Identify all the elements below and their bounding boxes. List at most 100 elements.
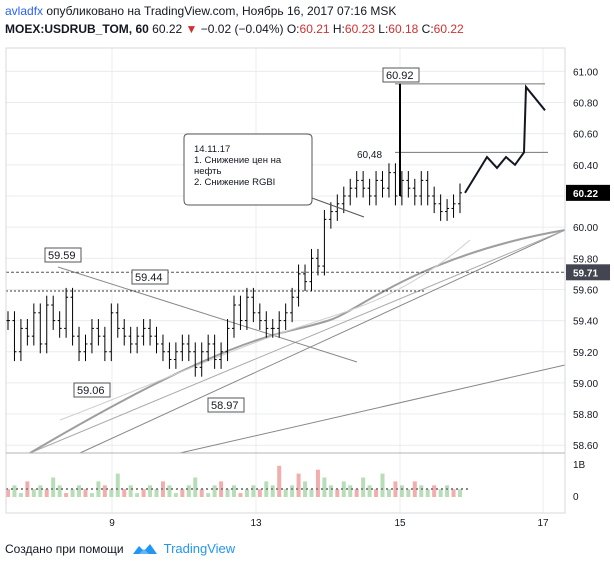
swing-high2-label-box xyxy=(131,269,169,285)
volume-bar xyxy=(315,469,320,497)
volume-bar xyxy=(148,485,153,497)
volume-bar xyxy=(83,489,88,497)
volume-bar xyxy=(206,493,211,497)
volume-bar xyxy=(367,485,372,497)
volume-bar xyxy=(251,485,256,497)
publish-info: опубликовано на TradingView.com, Ноябрь … xyxy=(46,4,397,18)
close-label: C: xyxy=(421,22,434,36)
publish-line: avladfx опубликовано на TradingView.com,… xyxy=(5,4,396,18)
y-tick-label: 60.00 xyxy=(573,223,598,234)
volume-bar xyxy=(406,489,411,497)
symbol-line: MOEX:USDRUB_TOM, 60 60.22 ▼ −0.02 (−0.04… xyxy=(5,22,464,36)
y-tick-label: 60.80 xyxy=(573,99,598,110)
volume-bar xyxy=(44,489,49,497)
volume-tick-label: 1B xyxy=(573,460,586,471)
volume-bar xyxy=(393,481,398,497)
volume-bar xyxy=(225,489,230,497)
author-link[interactable]: avladfx xyxy=(5,4,44,18)
note-line: 2. Снижение RGBI xyxy=(194,177,275,188)
volume-bar xyxy=(199,489,204,497)
volume-bar xyxy=(419,485,424,497)
swing-high-label-box xyxy=(44,247,82,263)
volume-bar xyxy=(283,489,288,497)
volume-bar xyxy=(232,485,236,497)
swing-low2-label: 58.97 xyxy=(211,400,239,412)
volume-bar xyxy=(31,489,36,497)
swing-high2-label: 59.44 xyxy=(135,272,163,284)
annotations: 60.22 59.71 60.92 59.59 59.44 59.06 58.97 60,48… xyxy=(44,67,610,413)
volume-tick-label: 0 xyxy=(573,492,579,503)
swing-high-label: 59.59 xyxy=(48,250,76,262)
volume-bar xyxy=(412,481,417,497)
trend-lines xyxy=(6,83,566,454)
volume-bar xyxy=(18,493,23,497)
volume-bar xyxy=(386,489,391,497)
volume-bar xyxy=(290,485,295,497)
tradingview-link[interactable]: TradingView xyxy=(163,541,236,556)
price-change: −0.02 (−0.04%) xyxy=(200,22,284,36)
volume-bar xyxy=(64,493,69,497)
y-tick-label: 61.00 xyxy=(573,67,598,78)
volume-bar xyxy=(322,477,327,497)
volume-bar xyxy=(122,489,127,497)
note-line: 1. Снижение цен на xyxy=(194,155,282,166)
note-callout xyxy=(183,133,313,206)
volume-bar xyxy=(277,465,282,497)
volume-bar xyxy=(57,485,62,497)
y-tick-label: 58.60 xyxy=(573,441,598,452)
x-tick-label: 17 xyxy=(537,518,549,529)
price-chart[interactable]: 61.0060.8060.6060.4060.2060.0059.8059.60… xyxy=(0,0,614,535)
swing-low-label: 59.06 xyxy=(77,385,105,397)
volume-bars xyxy=(6,465,470,497)
volume-bar xyxy=(451,489,456,497)
volume-bar xyxy=(135,493,140,497)
down-arrow-icon: ▼ xyxy=(185,22,198,36)
y-tick-label: 59.20 xyxy=(573,348,598,359)
chart-header: avladfx опубликовано на TradingView.com,… xyxy=(0,0,614,40)
volume-bar xyxy=(128,485,133,497)
y-tick-label: 60.40 xyxy=(573,161,598,172)
low-value: 60.18 xyxy=(388,22,419,36)
volume-bar xyxy=(89,493,94,497)
volume-bar xyxy=(270,485,275,497)
open-label: O: xyxy=(286,22,300,36)
volume-bar xyxy=(173,493,178,497)
y-tick-label: 59.60 xyxy=(573,285,598,296)
plot-frame xyxy=(5,47,566,514)
axes: 61.0060.8060.6060.4060.2060.0059.8059.60… xyxy=(5,47,598,529)
y-tick-label: 58.80 xyxy=(573,410,598,421)
volume-bar xyxy=(374,489,379,497)
volume-bar xyxy=(432,485,437,497)
swing-low-label-box xyxy=(73,382,111,398)
volume-bar xyxy=(77,485,82,497)
volume-bar xyxy=(380,473,385,497)
volume-bar xyxy=(244,489,249,497)
x-tick-label: 13 xyxy=(250,518,262,529)
symbol-name[interactable]: MOEX:USDRUB_TOM, 60 xyxy=(5,22,149,36)
note-line: нефть xyxy=(194,166,221,177)
moving-average-line xyxy=(29,229,566,454)
x-tick-label: 15 xyxy=(394,518,406,529)
volume-bar xyxy=(96,481,101,497)
mid-level-label: 60,48 xyxy=(357,150,382,161)
forecast-path xyxy=(464,84,546,194)
volume-bar xyxy=(193,477,198,497)
tradingview-logo-icon xyxy=(132,543,157,554)
moving-average-line xyxy=(59,239,471,421)
volume-bar xyxy=(180,489,185,497)
volume-bar xyxy=(238,493,243,497)
volume-bar xyxy=(70,489,75,497)
volume-bar xyxy=(328,485,333,497)
y-tick-label: 59.00 xyxy=(573,379,598,390)
volume-bar xyxy=(341,481,346,497)
volume-bar xyxy=(354,489,359,497)
volume-bar xyxy=(348,485,353,497)
price-tag-label: 60.22 xyxy=(573,189,598,200)
note-pointer xyxy=(311,197,365,218)
price-tag-label: 59.71 xyxy=(573,268,598,279)
y-tick-label: 59.40 xyxy=(573,317,598,328)
high-label-box xyxy=(382,67,420,83)
volume-bar xyxy=(445,485,450,497)
candlesticks xyxy=(6,83,462,377)
price-tag xyxy=(566,184,610,201)
